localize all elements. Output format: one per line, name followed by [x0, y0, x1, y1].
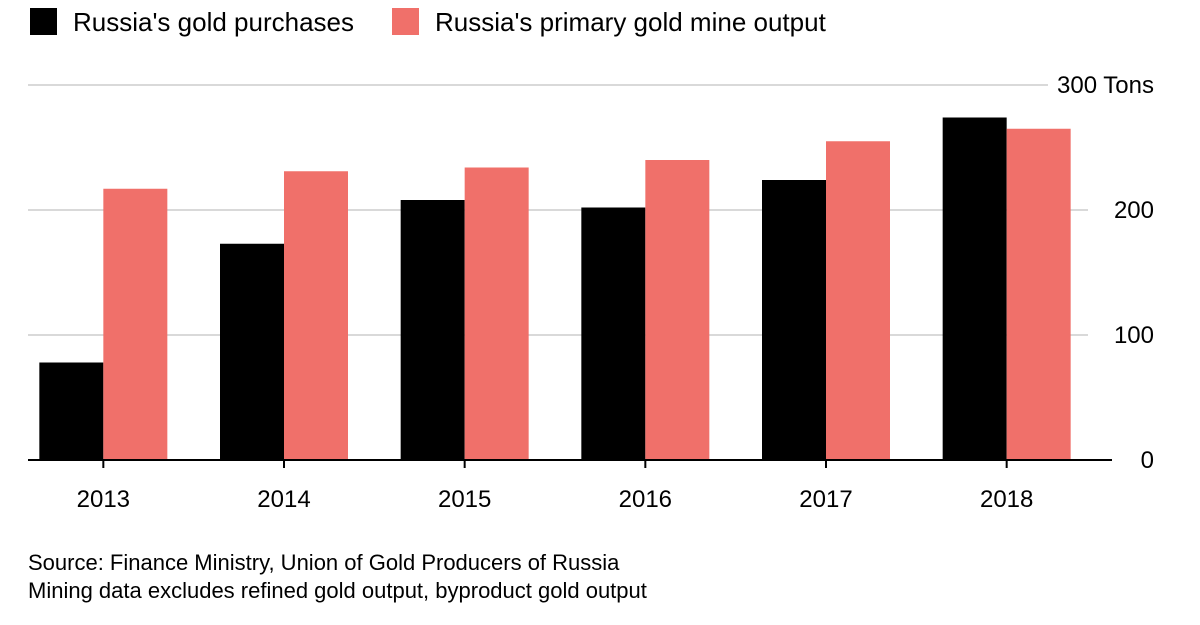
- chart-legend: Russia's gold purchases Russia's primary …: [30, 7, 827, 37]
- legend-label-1: Russia's gold purchases: [73, 7, 354, 37]
- mining-data-note: Mining data excludes refined gold output…: [28, 578, 647, 603]
- bar-series: [39, 117, 1071, 460]
- bar-purchases-2017: [762, 180, 826, 460]
- bar-mine-output-2017: [826, 141, 890, 460]
- legend-label-2: Russia's primary gold mine output: [435, 7, 827, 37]
- bar-mine-output-2018: [1006, 128, 1071, 460]
- y-tick-label-300: 300 Tons: [1057, 72, 1154, 99]
- bar-mine-output-2014: [284, 171, 348, 460]
- bar-purchases-2014: [220, 243, 284, 460]
- bar-mine-output-2016: [645, 160, 710, 460]
- x-tick-label-2014: 2014: [257, 486, 310, 513]
- legend-swatch-2: [392, 8, 419, 35]
- bar-purchases-2016: [581, 207, 646, 460]
- x-tick-label-2018: 2018: [980, 486, 1033, 513]
- bar-mine-output-2013: [103, 188, 168, 460]
- bar-purchases-2015: [400, 200, 465, 460]
- bar-purchases-2018: [942, 117, 1007, 460]
- bar-mine-output-2015: [464, 167, 529, 460]
- x-tick-label-2016: 2016: [619, 486, 672, 513]
- x-axis-ticks: 2013 2014 2015 2016 2017 2018: [77, 460, 1033, 513]
- bar-purchases-2013: [39, 362, 104, 460]
- y-gridlines: [28, 84, 1088, 336]
- x-tick-label-2015: 2015: [438, 486, 491, 513]
- legend-swatch-1: [30, 8, 57, 35]
- y-tick-label-100: 100: [1114, 322, 1154, 349]
- x-tick-label-2013: 2013: [77, 486, 130, 513]
- x-tick-label-2017: 2017: [799, 486, 852, 513]
- source-note: Source: Finance Ministry, Union of Gold …: [28, 550, 620, 575]
- y-tick-label-0: 0: [1141, 447, 1154, 474]
- y-axis-tick-labels: 0 100 200 300 Tons: [1057, 72, 1154, 474]
- y-tick-label-200: 200: [1114, 197, 1154, 224]
